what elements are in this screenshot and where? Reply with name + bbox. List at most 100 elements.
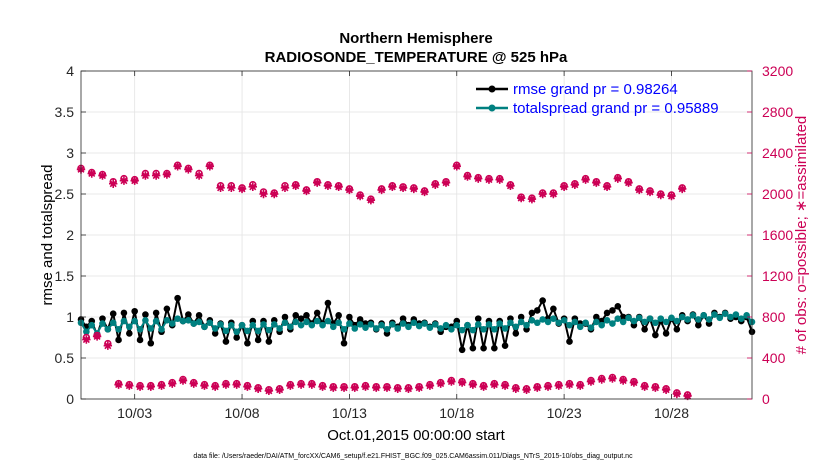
obs-assimilated-point <box>586 377 596 386</box>
series-point-1 <box>367 321 375 328</box>
series-point-0 <box>619 313 627 321</box>
series-point-1 <box>721 310 729 318</box>
series-point-0 <box>614 303 622 310</box>
y-left-tick-label: 4 <box>66 63 74 79</box>
series-point-0 <box>501 342 509 350</box>
series-point-1 <box>474 321 482 328</box>
obs-assimilated-point <box>645 187 655 197</box>
series-point-0 <box>126 330 133 337</box>
series-point-1 <box>464 321 471 329</box>
series-point-1 <box>303 318 310 326</box>
series-point-1 <box>389 321 396 328</box>
obs-assimilated-point <box>232 380 241 389</box>
series-point-0 <box>528 309 536 317</box>
series-point-1 <box>566 321 573 329</box>
series-point-1 <box>222 327 230 335</box>
series-point-0 <box>480 344 487 352</box>
obs-assimilated-point <box>468 380 478 389</box>
series-point-1 <box>517 318 525 326</box>
series-point-1 <box>265 326 273 334</box>
y-right-tick-label: 1200 <box>762 268 793 284</box>
series-point-1 <box>313 317 321 325</box>
series-point-1 <box>496 320 504 327</box>
obs-assimilated-point <box>452 162 461 171</box>
series-point-1 <box>646 315 654 322</box>
obs-assimilated-point <box>109 179 118 188</box>
obs-assimilated-point <box>227 183 236 193</box>
obs-assimilated-point <box>339 383 349 392</box>
obs-assimilated-point <box>613 174 622 183</box>
obs-assimilated-point <box>82 335 91 344</box>
obs-assimilated-point <box>361 382 370 391</box>
obs-assimilated-point <box>431 180 440 189</box>
series-point-1 <box>732 311 740 318</box>
series-point-1 <box>120 317 128 325</box>
series-point-1 <box>652 319 659 327</box>
legend-rmse-marker <box>488 85 496 93</box>
chart-title-line2: RADIOSONDE_TEMPERATURE @ 525 hPa <box>265 49 568 66</box>
series-point-1 <box>700 312 707 319</box>
y-right-tick-label: 2400 <box>762 145 793 161</box>
series-point-1 <box>185 316 192 324</box>
y-left-tick-label: 1 <box>66 309 74 325</box>
series-point-1 <box>356 321 364 328</box>
y-axis-label-left: rmse and totalspread <box>39 165 56 306</box>
obs-assimilated-point <box>500 381 510 390</box>
series-point-1 <box>211 325 219 332</box>
series-point-0 <box>195 312 203 319</box>
obs-assimilated-point <box>151 171 161 180</box>
obs-assimilated-point <box>302 186 311 196</box>
series-point-1 <box>115 326 122 333</box>
series-point-1 <box>405 323 412 331</box>
obs-assimilated-point <box>103 341 113 350</box>
series-point-0 <box>593 313 600 321</box>
series-point-0 <box>211 330 219 337</box>
obs-assimilated-point <box>624 178 633 187</box>
obs-assimilated-point <box>533 383 542 392</box>
obs-assimilated-point <box>157 381 166 390</box>
obs-assimilated-point <box>291 181 300 190</box>
obs-assimilated-point <box>194 171 204 180</box>
series-point-1 <box>190 320 198 327</box>
series-point-1 <box>480 326 487 333</box>
obs-assimilated-point <box>173 162 182 171</box>
series-point-1 <box>249 321 257 329</box>
series-point-0 <box>356 316 364 323</box>
obs-assimilated-point <box>635 185 644 195</box>
y-left-tick-label: 2 <box>66 227 74 243</box>
series-point-1 <box>152 317 160 325</box>
series-point-1 <box>587 324 595 331</box>
series-point-0 <box>324 299 332 307</box>
series-point-1 <box>437 325 444 332</box>
obs-assimilated-point <box>366 195 376 205</box>
series-point-1 <box>340 326 348 333</box>
series-point-0 <box>491 344 498 352</box>
obs-assimilated-point <box>253 384 263 393</box>
series-point-1 <box>383 326 391 333</box>
series-point-1 <box>603 316 611 324</box>
obs-assimilated-point <box>264 386 274 395</box>
x-tick-label: 10/23 <box>547 405 582 421</box>
series-point-1 <box>544 318 552 326</box>
obs-assimilated-point <box>184 165 193 174</box>
series-point-1 <box>126 323 133 331</box>
obs-assimilated-point <box>355 191 365 201</box>
series-point-0 <box>265 338 273 345</box>
series-point-1 <box>206 319 214 327</box>
obs-assimilated-point <box>307 380 317 389</box>
obs-assimilated-point <box>661 385 671 394</box>
series-point-1 <box>179 317 187 325</box>
series-point-1 <box>158 326 165 333</box>
series-point-1 <box>254 327 262 335</box>
series-point-1 <box>550 315 557 322</box>
obs-assimilated-point <box>409 184 419 194</box>
series-point-0 <box>115 336 122 344</box>
series-point-0 <box>303 312 310 319</box>
y-right-tick-label: 2000 <box>762 186 793 202</box>
obs-assimilated-point <box>640 382 649 391</box>
series-point-0 <box>695 321 702 329</box>
obs-assimilated-point <box>211 382 220 391</box>
obs-assimilated-point <box>393 384 402 393</box>
obs-assimilated-point <box>457 378 467 387</box>
series-point-1 <box>233 328 240 336</box>
